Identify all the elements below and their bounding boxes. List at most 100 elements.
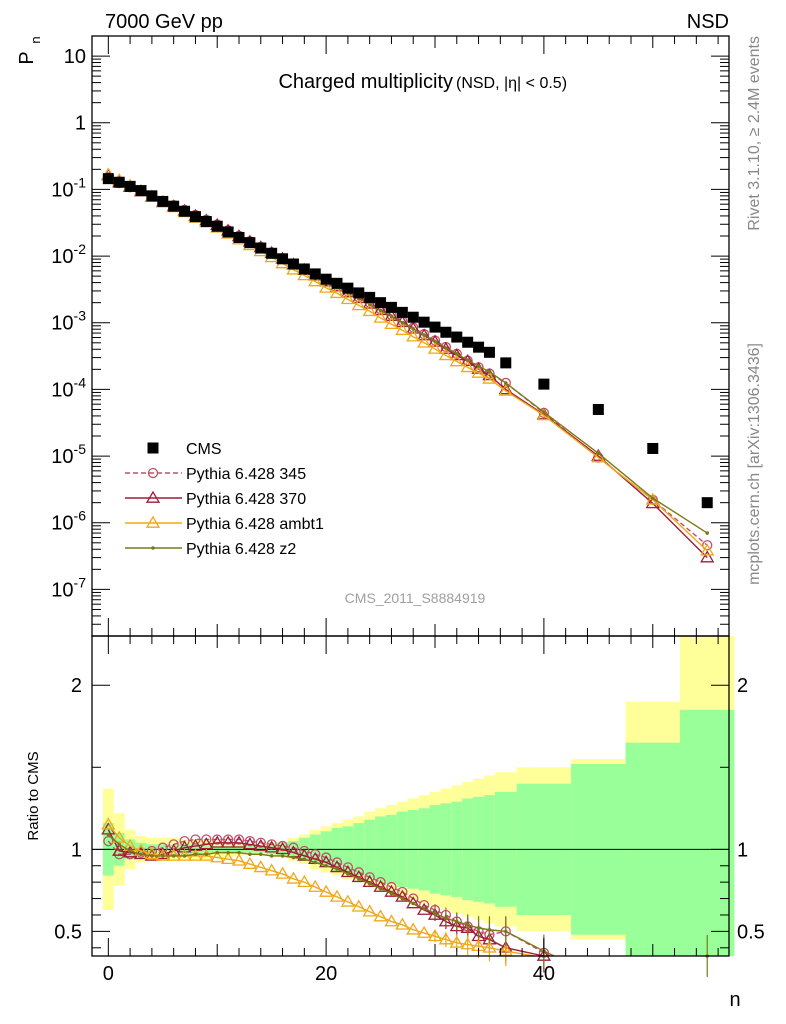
series-point-ratio-3: [269, 854, 274, 858]
cms-point: [157, 195, 169, 207]
cms-point: [189, 211, 201, 223]
series-point-ratio-2: [210, 850, 225, 863]
cms-point: [135, 185, 147, 197]
series-point-main-3: [378, 308, 383, 313]
series-point-ratio-2: [264, 863, 279, 876]
series-point-main-3: [476, 364, 481, 368]
series-point-main-2: [449, 354, 464, 367]
series-point-ratio-3: [302, 857, 307, 861]
ratio-tick-label-left: 1: [71, 839, 82, 861]
cms-point: [353, 287, 365, 299]
cms-point: [233, 231, 245, 243]
series-point-ratio-1: [231, 835, 247, 848]
series-point-ratio-3: [356, 877, 361, 881]
series-point-main-2: [438, 348, 454, 361]
ratio-series: [101, 817, 710, 977]
series-point-ratio-2: [384, 914, 399, 927]
cms-point: [113, 176, 125, 188]
cms-point: [309, 268, 321, 280]
cms-point: [320, 273, 332, 285]
y-tick-label: 1: [75, 113, 86, 135]
cms-point: [429, 321, 441, 333]
cms-point: [168, 200, 180, 212]
cms-point: [462, 336, 474, 348]
cms-point: [255, 242, 267, 254]
cms-point: [375, 297, 387, 309]
cms-point: [277, 253, 289, 265]
series-point-ratio-3: [171, 854, 176, 858]
series-point-main-2: [373, 310, 388, 323]
series-point-main-1: [438, 341, 454, 354]
cms-point: [222, 226, 234, 238]
series-point-ratio-2: [231, 853, 247, 866]
legend-label-2: Pythia 6.428 ambt1: [186, 516, 324, 533]
series-point-main-3: [400, 320, 405, 325]
cms-point: [244, 237, 256, 249]
series-point-main-2: [700, 543, 715, 556]
series-point-ratio-2: [362, 904, 377, 917]
series-point-main-3: [454, 352, 459, 356]
series-point-ratio-2: [220, 851, 236, 865]
y-tick-label: 10-1: [51, 174, 86, 201]
series-point-ratio-2: [253, 860, 268, 873]
cms-point: [287, 258, 299, 270]
series-point-ratio-3: [291, 855, 296, 860]
series-point-ratio-3: [237, 850, 241, 855]
series-point-ratio-2: [286, 871, 301, 884]
cms-point: [440, 326, 452, 338]
series-point-ratio-1: [177, 840, 192, 853]
series-point-main-2: [395, 322, 410, 336]
series-point-main-2: [416, 335, 432, 348]
series-point-main-3: [444, 346, 448, 350]
series-point-ratio-1: [155, 846, 170, 860]
series-point-ratio-0: [222, 834, 234, 845]
cms-point: [647, 442, 659, 454]
series-point-ratio-3: [117, 842, 122, 847]
cms-point: [473, 341, 485, 353]
x-axis-label: n: [729, 989, 740, 1011]
series-point-ratio-0: [244, 835, 256, 847]
series-point-ratio-2: [373, 909, 388, 922]
cms-point: [701, 497, 713, 509]
y-tick-label: 10-6: [51, 508, 86, 535]
series-point-main-2: [308, 274, 323, 287]
series-point-main-1: [460, 353, 475, 367]
series-point-main-2: [427, 341, 443, 354]
series-point-main-3: [433, 339, 437, 344]
header-left: 7000 GeV pp: [105, 11, 223, 33]
series-point-ratio-1: [199, 837, 214, 850]
series-point-main-2: [351, 298, 366, 311]
series-point-ratio-1: [351, 869, 366, 883]
cms-point: [200, 216, 212, 228]
cms-point: [102, 173, 114, 185]
series-point-ratio-3: [106, 832, 111, 837]
series-point-ratio-3: [324, 863, 328, 868]
y-tick-label: 10-4: [51, 374, 86, 401]
cms-point: [298, 263, 310, 275]
series-point-main-3: [503, 381, 508, 385]
cms-point: [146, 190, 158, 202]
series-point-ratio-2: [101, 817, 116, 830]
series-point-ratio-0: [212, 834, 223, 845]
cms-point: [451, 331, 463, 343]
chart-title: Charged multiplicity: [278, 71, 453, 93]
y-tick-label: 10: [64, 46, 86, 68]
series-point-main-3: [705, 531, 710, 535]
cms-point: [331, 277, 343, 289]
series-point-ratio-0: [157, 842, 168, 853]
y-tick-label: 10-2: [51, 241, 86, 268]
cms-point: [500, 357, 512, 369]
series-point-ratio-0: [103, 835, 114, 847]
series-point-main-3: [487, 370, 492, 374]
series-point-main-2: [362, 303, 377, 317]
series-point-ratio-1: [253, 838, 268, 851]
series-point-ratio-3: [160, 854, 165, 858]
series-point-main-2: [645, 492, 660, 505]
series-point-ratio-3: [226, 850, 230, 855]
x-tick-label: 20: [315, 963, 337, 985]
ratio-tick-label-left: 2: [71, 675, 82, 697]
legend-label-0: Pythia 6.428 345: [186, 466, 306, 483]
ratio-tick-label-right: 1: [737, 839, 748, 861]
series-point-main-2: [482, 371, 497, 384]
